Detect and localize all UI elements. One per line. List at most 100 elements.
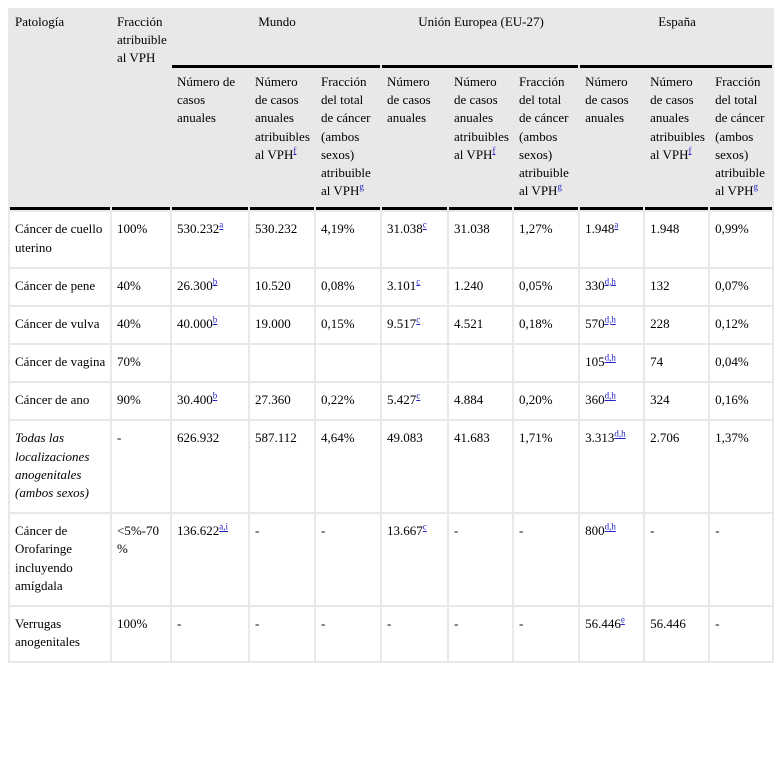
cell-text: - <box>519 615 524 631</box>
value-cell: 626.932 <box>172 421 248 513</box>
footnote-link-d,h[interactable]: d,h <box>604 390 616 401</box>
footnote-link-c[interactable]: c <box>416 276 421 287</box>
value-cell: 27.360 <box>250 383 314 420</box>
footnote-link-b[interactable]: b <box>212 276 218 287</box>
cell-text: 2.706 <box>650 430 680 446</box>
value-cell: 1.948a <box>580 212 644 267</box>
footnote-link-b[interactable]: b <box>212 314 218 325</box>
cell-text: Verrugas anogenitales <box>15 615 80 650</box>
cell-text: Número de casos anuales atribuibles al V… <box>255 74 310 162</box>
footnote-link-c[interactable]: c <box>416 390 421 401</box>
value-cell: 530.232a <box>172 212 248 267</box>
sub-column-header: Número de casos anuales atribuibles al V… <box>645 70 709 211</box>
footnote-superscript: a,i <box>219 522 228 532</box>
footnote-link-c[interactable]: c <box>416 314 421 325</box>
pathology-cell: Cáncer de cuello uterino <box>10 212 110 267</box>
cell-text: - <box>321 523 326 539</box>
cell-text: Todas las localizaciones anogenitales (a… <box>15 430 90 500</box>
cell-text: <5%-70% <box>117 523 159 557</box>
value-cell: - <box>250 514 314 605</box>
cell-text: 74 <box>650 354 664 370</box>
cell-text: - <box>715 523 720 539</box>
pathology-cell: Cáncer de vulva <box>10 306 110 344</box>
cell-text: 3.101 <box>387 277 417 293</box>
footnote-link-a[interactable]: a <box>219 219 224 230</box>
cell-text: 1,37% <box>715 430 749 446</box>
value-cell: 0,08% <box>316 268 381 305</box>
footnote-link-g[interactable]: g <box>753 181 758 192</box>
group-header-european-union: Unión Europea (EU-27) <box>382 10 579 68</box>
value-cell: 360d,h <box>580 383 644 420</box>
footnote-link-g[interactable]: g <box>359 181 364 192</box>
cell-text: 40.000 <box>177 315 213 331</box>
cell-text: 56.446 <box>585 615 621 631</box>
value-cell: - <box>710 514 773 605</box>
value-cell: 4,19% <box>316 212 381 267</box>
footnote-link-b[interactable]: b <box>212 390 218 401</box>
group-header-world: Mundo <box>172 10 381 68</box>
value-cell: 0,18% <box>514 306 579 344</box>
footnote-superscript: d,h <box>605 315 616 325</box>
cell-text: 26.300 <box>177 277 213 293</box>
value-cell: 0,04% <box>710 345 773 382</box>
sub-column-header: Número de casos anuales atribuibles al V… <box>250 70 314 211</box>
cell-text: - <box>454 523 459 539</box>
value-cell <box>382 345 448 382</box>
cell-text: 626.932 <box>177 430 220 446</box>
sub-column-header: Número de casos anuales <box>580 70 644 211</box>
value-cell: 0,20% <box>514 383 579 420</box>
value-cell: 0,99% <box>710 212 773 267</box>
cell-text: Número de casos anuales <box>177 74 236 126</box>
footnote-link-d,h[interactable]: d,h <box>604 314 616 325</box>
cell-text: - <box>117 430 122 446</box>
value-cell: - <box>172 606 248 662</box>
footnote-link-d,h[interactable]: d,h <box>604 352 616 363</box>
cell-text: Cáncer de ano <box>15 392 90 408</box>
footnote-superscript: b <box>213 276 218 286</box>
table-row: Cáncer de ano 90% 30.400b 27.360 0,22% 5.427c… <box>10 383 773 420</box>
cell-text: Número de casos anuales atribuibles al V… <box>650 74 705 162</box>
table-row: Cáncer de Orofaringe incluyendo amígdala… <box>10 514 773 605</box>
footnote-link-a,i[interactable]: a,i <box>219 521 228 532</box>
value-cell: 530.232 <box>250 212 314 267</box>
value-cell: 1,71% <box>514 421 579 513</box>
footnote-link-g[interactable]: g <box>557 181 562 192</box>
value-cell: 74 <box>645 345 709 382</box>
footnote-link-c[interactable]: c <box>422 521 427 532</box>
footnote-link-d,h[interactable]: d,h <box>614 429 626 440</box>
cell-text: - <box>715 615 720 631</box>
value-cell: 26.300b <box>172 268 248 305</box>
pathology-cell: Cáncer de vagina <box>10 345 110 382</box>
cell-text: Número de casos anuales <box>387 74 431 126</box>
sub-column-header: Número de casos anuales <box>382 70 448 211</box>
value-cell: 100% <box>112 212 170 267</box>
value-cell <box>172 345 248 382</box>
footnote-link-e[interactable]: e <box>620 614 625 625</box>
footnote-superscript: c <box>416 391 420 401</box>
value-cell <box>316 345 381 382</box>
footnote-superscript: f <box>492 145 495 155</box>
footnote-link-c[interactable]: c <box>422 219 427 230</box>
cell-text: Número de casos anuales <box>585 74 629 126</box>
footnote-superscript: f <box>688 145 691 155</box>
table-row: Cáncer de pene 40% 26.300b 10.520 0,08% 3.101… <box>10 268 773 305</box>
footnote-link-d,h[interactable]: d,h <box>604 276 616 287</box>
cell-text: 105 <box>585 354 605 370</box>
footnote-link-a[interactable]: a <box>614 219 619 230</box>
cell-text: 1.948 <box>650 221 680 237</box>
footnote-link-f[interactable]: f <box>688 145 692 156</box>
footnote-superscript: g <box>557 182 562 192</box>
cell-text: 5.427 <box>387 392 417 408</box>
cell-text: Fracción del total de cáncer (ambos sexo… <box>321 74 371 199</box>
document-page: Patología Fracción atribuible al VPH Mun… <box>8 8 775 664</box>
cell-text: 0,16% <box>715 392 749 408</box>
cell-text: 56.446 <box>650 615 686 631</box>
footnote-link-d,h[interactable]: d,h <box>604 521 616 532</box>
cell-text: 4,19% <box>321 221 355 237</box>
sub-column-header: Número de casos anuales <box>172 70 248 211</box>
cell-text: 0,20% <box>519 392 553 408</box>
pathology-cell: Cáncer de pene <box>10 268 110 305</box>
footnote-link-f[interactable]: f <box>492 145 496 156</box>
footnote-link-f[interactable]: f <box>293 145 297 156</box>
value-cell: 1,27% <box>514 212 579 267</box>
